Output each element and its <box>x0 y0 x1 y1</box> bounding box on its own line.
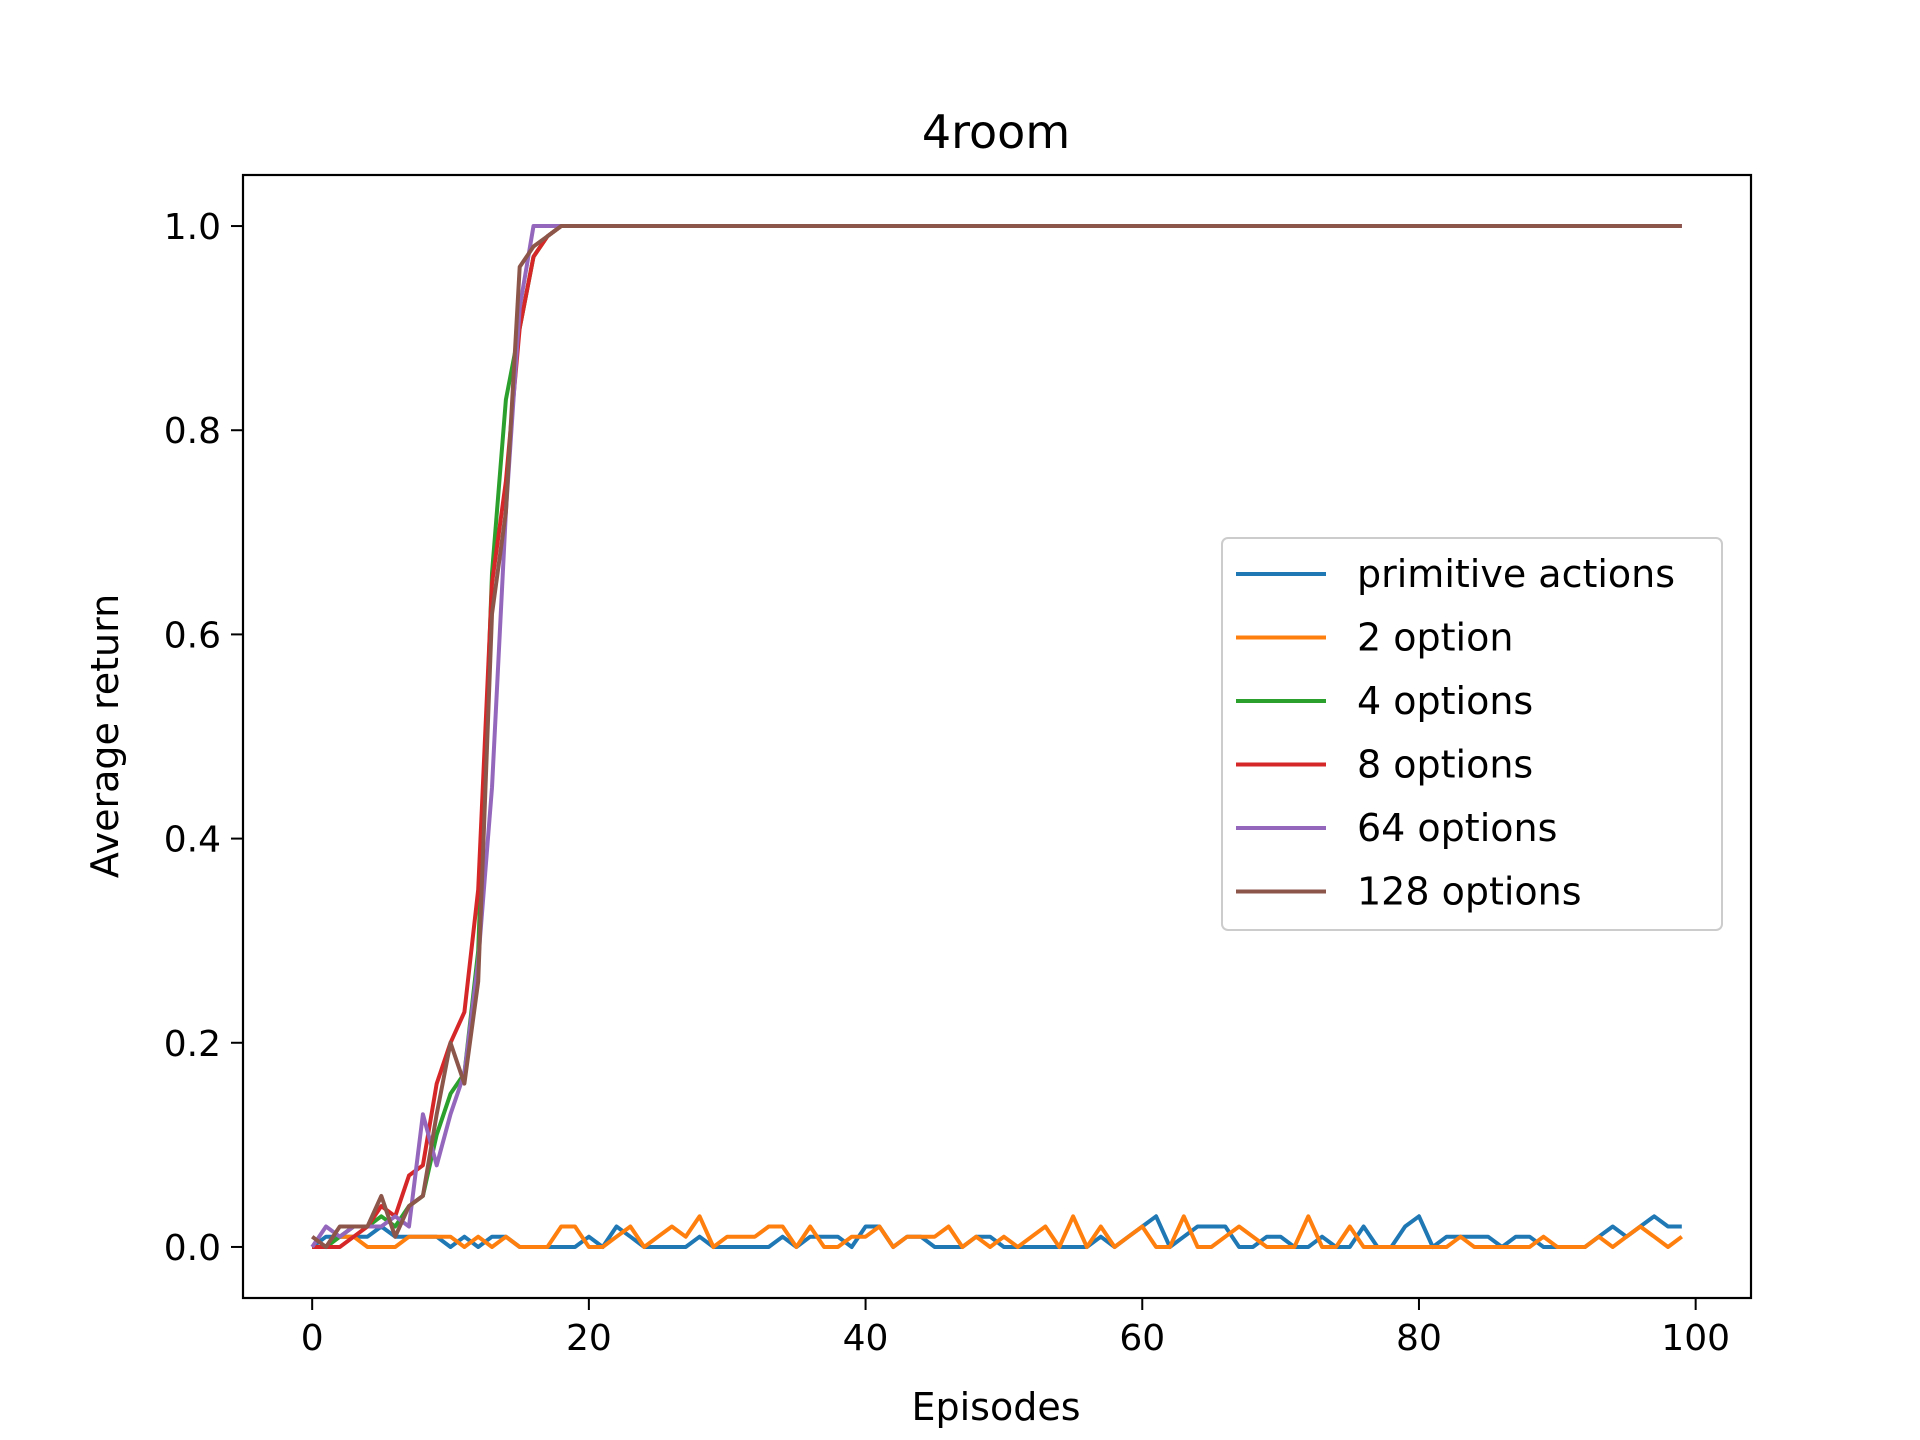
y-tick-label: 0.0 <box>164 1228 221 1269</box>
series-layer <box>310 224 1683 1249</box>
x-tick-label: 40 <box>843 1318 889 1359</box>
legend-label: primitive actions <box>1357 552 1675 596</box>
x-tick-label: 80 <box>1396 1318 1442 1359</box>
y-tick-label: 0.4 <box>164 820 221 861</box>
x-tick-label: 0 <box>301 1318 324 1359</box>
series-line-1 <box>312 1214 1683 1249</box>
legend-label: 2 option <box>1357 616 1513 660</box>
x-tick-label: 100 <box>1661 1318 1730 1359</box>
series-line-3 <box>312 224 1682 1249</box>
x-axis: 0 20 40 60 80 100 <box>301 1298 1730 1359</box>
y-tick-label: 0.8 <box>164 411 221 452</box>
legend-label: 4 options <box>1357 679 1533 723</box>
legend-label: 128 options <box>1357 870 1582 914</box>
legend-label: 64 options <box>1357 806 1557 850</box>
y-tick-label: 0.6 <box>164 615 221 656</box>
plot-frame <box>241 173 1753 1300</box>
x-axis-label: Episodes <box>911 1385 1080 1429</box>
legend: primitive actions 2 option 4 options 8 opti… <box>1221 537 1723 931</box>
x-tick-label: 20 <box>566 1318 612 1359</box>
chart-title: 4room <box>922 105 1070 159</box>
y-axis-label: Average return <box>83 594 127 878</box>
y-tick-label: 1.0 <box>164 207 221 248</box>
x-tick-label: 60 <box>1119 1318 1165 1359</box>
y-axis: 0.0 0.2 0.4 0.6 0.8 1.0 <box>164 207 243 1269</box>
series-line-5 <box>311 224 1682 1249</box>
legend-box <box>1221 537 1723 931</box>
legend-label: 8 options <box>1357 743 1533 787</box>
y-tick-label: 0.2 <box>164 1024 221 1065</box>
